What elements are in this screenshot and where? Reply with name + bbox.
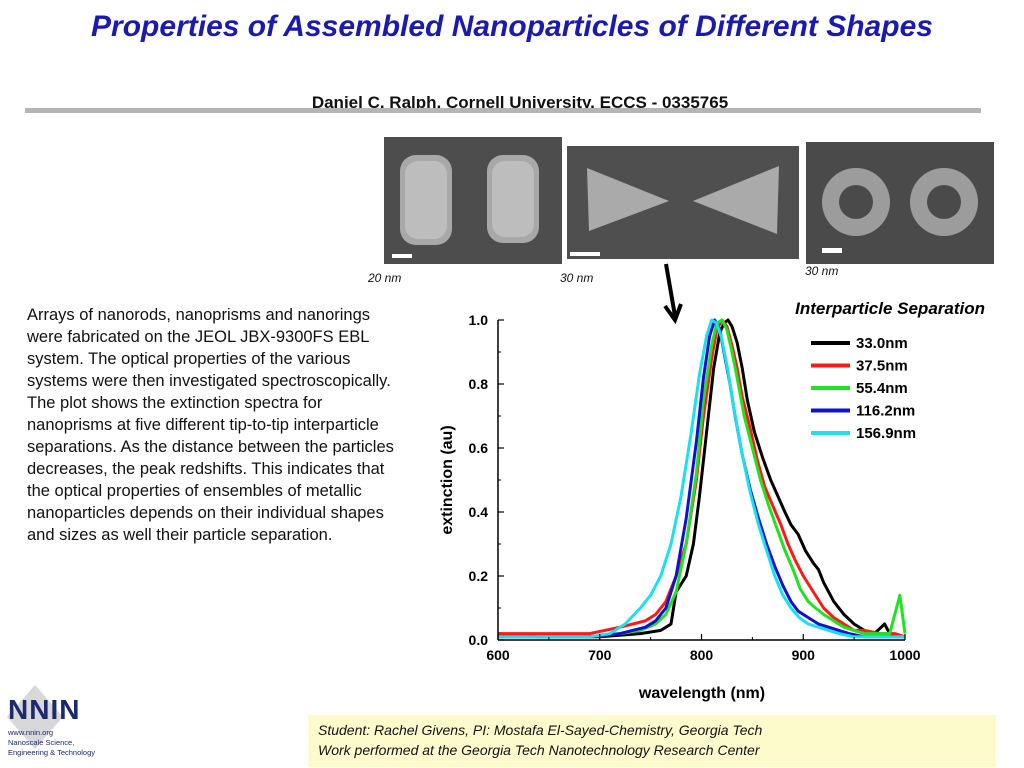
nnin-logo-icon [7,685,63,749]
logo-tagline-1: Nanoscale Science, [8,738,75,747]
down-arrow-icon [663,263,683,324]
credits-box: Student: Rachel Givens, PI: Mostafa El-S… [308,715,996,767]
x-tick-label: 800 [690,647,714,663]
y-tick-label: 0.2 [469,568,489,584]
y-tick-label: 0.6 [469,440,489,456]
y-tick-label: 0.0 [469,632,489,648]
x-tick-label: 900 [792,647,816,663]
credits-line-1: Student: Rachel Givens, PI: Mostafa El-S… [318,722,763,738]
y-tick-label: 1.0 [469,312,489,328]
legend-label: 156.9nm [856,425,916,442]
sem-image-nanorods [384,137,562,264]
legend-label: 55.4nm [856,380,908,397]
chart-legend: 33.0nm 37.5nm 55.4nm 116.2nm 156.9nm [811,335,916,442]
description-text: Arrays of nanorods, nanoprisms and nanor… [27,304,397,546]
y-axis-label: extinction (au) [439,425,456,534]
legend-label: 116.2nm [856,403,915,420]
title-divider [25,108,981,113]
sem-image-nanoprisms [567,146,799,259]
logo-name: NNIN [8,694,81,725]
logo-tagline-2: Engineering & Technology [8,748,96,757]
y-tick-label: 0.4 [469,504,489,520]
series-line-156.9nm [498,318,905,639]
extinction-spectra-chart: 600 700 800 900 1000 0.0 0.2 0.4 0.6 0.8 1.0 Inter… [439,299,985,702]
series-line-55.4nm [498,318,907,639]
sem-image-nanorings [806,142,994,264]
scale-label-prisms: 30 nm [560,271,594,285]
logo-url: www.nnin.org [8,728,54,737]
axis-ticks: 600 700 800 900 1000 0.0 0.2 0.4 0.6 0.8 1.0 [469,312,921,663]
description-paragraph-2: The plot shows the extinction spectra fo… [27,394,394,544]
plot-series-group [497,318,907,639]
slide-title: Properties of Assembled Nanoparticles of… [91,10,933,43]
x-tick-label: 600 [486,647,510,663]
description-paragraph-1: Arrays of nanorods, nanoprisms and nanor… [27,306,391,390]
logo-subtext: www.nnin.org Nanoscale Science, Engineer… [8,728,118,758]
slide-subtitle: Daniel C. Ralph, Cornell University, ECC… [311,93,729,112]
scale-label-rods: 20 nm [368,271,402,285]
legend-label: 33.0nm [856,335,908,352]
y-tick-label: 0.8 [469,376,489,392]
series-line-37.5nm [498,318,906,639]
x-tick-label: 1000 [889,647,920,663]
legend-title: Interparticle Separation [795,299,985,318]
x-tick-label: 700 [588,647,612,663]
legend-label: 37.5nm [856,358,908,375]
credits-line-2: Work performed at the Georgia Tech Nanot… [318,742,760,758]
scale-label-rings: 30 nm [805,264,839,278]
x-axis-label: wavelength (nm) [638,685,765,702]
